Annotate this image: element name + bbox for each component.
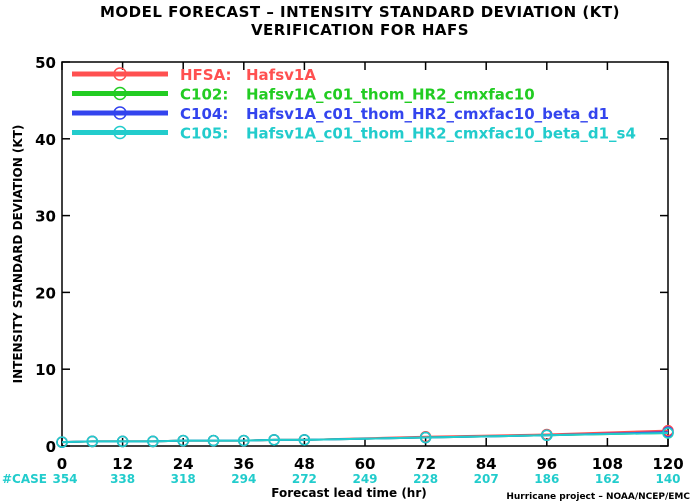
y-tick-label: 10 <box>35 361 56 379</box>
legend-name: C105: <box>180 125 228 143</box>
data-point <box>147 435 159 448</box>
case-count: 354 <box>52 472 77 486</box>
legend-label: Hafsv1A_c01_thom_HR2_cmxfac10_beta_d1 <box>246 105 609 123</box>
data-point <box>419 431 432 444</box>
legend-marker <box>113 106 127 120</box>
data-point <box>177 434 189 447</box>
x-tick-label: 12 <box>112 455 133 473</box>
legend-label: Hafsv1A_c01_thom_HR2_cmxfac10_beta_d1_s4 <box>246 125 636 143</box>
chart-title: MODEL FORECAST – INTENSITY STANDARD DEVI… <box>100 3 620 21</box>
data-point <box>268 434 280 446</box>
legend-label: Hafsv1A_c01_thom_HR2_cmxfac10 <box>246 86 535 104</box>
x-tick-label: 72 <box>415 455 436 473</box>
case-count: 140 <box>655 472 680 486</box>
case-count: 207 <box>474 472 499 486</box>
data-point <box>207 434 220 447</box>
x-tick-label: 48 <box>294 455 315 473</box>
x-tick-label: 24 <box>173 455 194 473</box>
x-tick-label: 36 <box>233 455 254 473</box>
x-tick-label: 60 <box>355 455 376 473</box>
x-tick-label: 84 <box>476 455 497 473</box>
x-tick-label: 108 <box>592 455 623 473</box>
chart-subtitle: VERIFICATION FOR HAFS <box>251 21 469 39</box>
case-count: 338 <box>110 472 135 486</box>
legend: HFSA: Hafsv1A C102: Hafsv1A_c01_thom_HR2_cm… <box>72 66 636 143</box>
x-tick-label: 120 <box>652 455 683 473</box>
data-point <box>86 435 99 448</box>
series-group <box>56 424 674 448</box>
x-axis-label: Forecast lead time (hr) <box>271 486 427 500</box>
legend-marker <box>113 67 127 81</box>
legend-name: C102: <box>180 86 228 104</box>
case-count: 186 <box>534 472 559 486</box>
y-axis: 0 10 20 30 40 50 <box>35 54 668 456</box>
y-axis-label: INTENSITY STANDARD DEVIATION (KT) <box>11 125 25 384</box>
case-count: 318 <box>171 472 196 486</box>
case-count: 294 <box>231 472 256 486</box>
y-tick-label: 40 <box>35 131 56 149</box>
y-tick-label: 50 <box>35 54 56 72</box>
case-label: #CASE <box>2 472 47 486</box>
case-count: 162 <box>595 472 620 486</box>
legend-label: Hafsv1A <box>246 66 316 84</box>
data-point <box>116 435 129 448</box>
case-count: 249 <box>352 472 377 486</box>
legend-name: C104: <box>180 105 228 123</box>
case-counts: #CASE 354 338 318 294 272 249 228 207 186 162 140 <box>2 472 681 486</box>
credit-text: Hurricane project – NOAA/NCEP/EMC <box>506 492 690 502</box>
legend-marker <box>113 86 127 101</box>
legend-marker <box>113 125 127 140</box>
data-point <box>238 434 250 447</box>
y-tick-label: 20 <box>35 284 56 302</box>
x-tick-label: 0 <box>57 455 67 473</box>
data-point <box>541 429 553 441</box>
x-tick-label: 96 <box>536 455 557 473</box>
data-point <box>298 434 311 446</box>
y-tick-label: 30 <box>35 208 56 226</box>
case-count: 228 <box>413 472 438 486</box>
data-point <box>56 436 68 448</box>
legend-name: HFSA: <box>180 66 232 84</box>
data-point <box>662 427 674 439</box>
y-tick-label: 0 <box>46 438 56 456</box>
x-axis: 0 12 24 36 48 60 72 84 96 108 120 <box>57 62 684 473</box>
case-count: 272 <box>292 472 317 486</box>
